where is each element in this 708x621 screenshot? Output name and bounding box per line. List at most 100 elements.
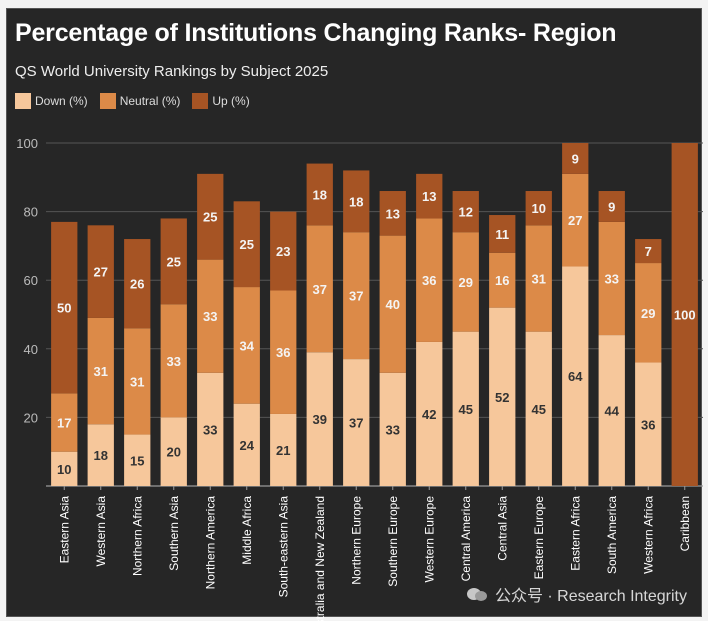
bar-neutral-9 [379,235,406,373]
bar-neutral-3 [160,304,187,418]
bar-down-9 [379,372,406,486]
legend-label-neutral: Neutral (%) [119,94,181,108]
x-tick-label-9: Southern Europe [386,496,400,587]
x-tick-label-4: Northern America [203,496,217,590]
bar-up-15 [598,191,625,222]
x-tick-label-15: South America [605,496,619,574]
data-label-neutral-0: 17 [57,416,71,431]
data-label-up-16: 7 [645,244,652,259]
data-label-neutral-14: 27 [568,213,582,228]
bar-up-16 [635,239,662,264]
data-label-down-15: 44 [605,404,620,419]
bar-down-11 [452,331,479,486]
data-label-down-7: 39 [313,412,327,427]
bar-up-3 [160,218,187,305]
bar-down-7 [306,352,333,486]
data-label-neutral-5: 34 [240,338,255,353]
bar-neutral-6 [270,290,297,414]
x-tick-label-3: Southern Asia [167,496,181,571]
x-tick-label-1: Western Asia [94,496,108,567]
bar-neutral-7 [306,225,333,353]
data-label-neutral-16: 29 [641,306,655,321]
legend-item-down[interactable]: Down (%) [15,93,88,109]
data-label-neutral-9: 40 [386,297,400,312]
x-tick-label-5: Middle Africa [240,496,254,565]
data-label-up-9: 13 [386,206,400,221]
bar-neutral-13 [525,225,552,332]
bar-neutral-4 [197,259,224,373]
bar-down-12 [489,307,516,486]
chart-title: Percentage of Institutions Changing Rank… [15,19,617,47]
x-tick-label-17: Caribbean [678,496,692,551]
data-label-up-8: 18 [349,194,363,209]
data-label-down-1: 18 [94,448,108,463]
data-label-neutral-15: 33 [605,271,619,286]
data-label-up-6: 23 [276,244,290,259]
bar-down-6 [270,413,297,486]
legend: Down (%) Neutral (%) Up (%) [15,93,250,109]
bar-up-10 [416,173,443,219]
data-label-down-12: 52 [495,390,509,405]
data-label-down-5: 24 [240,438,255,453]
x-tick-label-2: Northern Africa [130,496,144,576]
legend-item-up[interactable]: Up (%) [192,93,250,109]
bar-neutral-2 [124,328,151,435]
x-tick-label-10: Western Europe [422,496,436,583]
data-label-up-11: 12 [459,205,473,220]
watermark-text: 公众号 · Research Integrity [494,588,687,605]
bar-down-4 [197,372,224,486]
bar-neutral-16 [635,263,662,363]
bar-down-14 [562,266,589,486]
data-label-up-17: 100 [674,308,696,323]
data-label-neutral-13: 31 [532,271,546,286]
bar-up-12 [489,215,516,253]
x-tick-label-12: Central Asia [495,496,509,561]
data-label-up-0: 50 [57,301,71,316]
data-label-down-6: 21 [276,443,290,458]
bar-up-9 [379,191,406,236]
bar-down-15 [598,335,625,486]
bar-up-0 [51,221,78,394]
bar-neutral-11 [452,232,479,332]
bar-up-2 [124,239,151,329]
data-label-up-13: 10 [532,201,546,216]
bar-up-14 [562,143,589,174]
data-label-neutral-8: 37 [349,289,363,304]
data-label-down-14: 64 [568,369,583,384]
data-label-up-4: 25 [203,210,217,225]
bar-neutral-8 [343,232,370,360]
legend-label-down: Down (%) [35,94,88,108]
bar-up-17 [671,143,698,486]
bar-down-8 [343,359,370,486]
data-label-down-4: 33 [203,422,217,437]
data-label-neutral-12: 16 [495,273,509,288]
bar-down-2 [124,434,151,486]
data-label-neutral-4: 33 [203,309,217,324]
bar-neutral-0 [51,393,78,452]
bar-up-1 [87,225,114,318]
data-label-down-11: 45 [459,402,473,417]
bar-up-11 [452,191,479,233]
data-label-neutral-2: 31 [130,374,144,389]
data-label-down-13: 45 [532,402,546,417]
legend-item-neutral[interactable]: Neutral (%) [99,93,181,109]
data-label-up-10: 13 [422,189,436,204]
y-tick-label-60: 60 [24,273,38,288]
x-tick-label-11: Central America [459,496,473,582]
x-tick-label-8: Northern Europe [349,496,363,585]
data-label-neutral-3: 33 [167,354,181,369]
bar-down-16 [635,362,662,486]
bar-down-3 [160,417,187,486]
bar-down-0 [51,451,78,486]
x-tick-label-0: Eastern Asia [57,496,71,564]
bar-down-5 [233,403,260,486]
legend-label-up: Up (%) [212,94,250,108]
data-label-up-1: 27 [94,265,108,280]
bar-down-1 [87,424,114,486]
data-label-down-3: 20 [167,445,181,460]
data-label-neutral-11: 29 [459,275,473,290]
watermark: 公众号 · Research Integrity [466,582,687,606]
data-label-up-14: 9 [572,151,579,166]
bar-up-8 [343,170,370,233]
